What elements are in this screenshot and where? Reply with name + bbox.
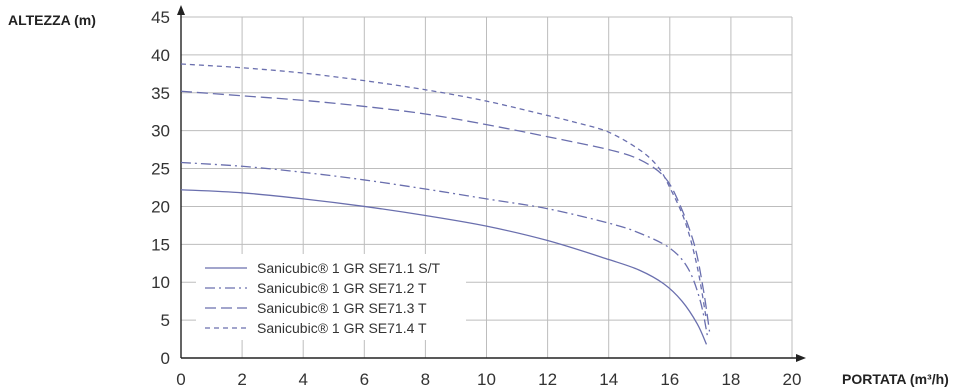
x-tick-label: 18	[721, 370, 740, 389]
x-tick-label: 8	[421, 370, 430, 389]
y-tick-label: 30	[151, 122, 170, 141]
y-axis-arrow	[177, 5, 185, 15]
x-tick-label: 20	[783, 370, 802, 389]
x-axis-label: PORTATA (m³/h)	[842, 371, 949, 387]
y-axis-label: ALTEZZA (m)	[8, 12, 96, 28]
legend-label-2: Sanicubic® 1 GR SE71.2 T	[257, 280, 427, 296]
legend-label-4: Sanicubic® 1 GR SE71.4 T	[257, 320, 427, 336]
x-tick-label: 6	[360, 370, 369, 389]
y-tick-label: 0	[161, 349, 170, 368]
y-tick-label: 25	[151, 160, 170, 179]
legend-label-1: Sanicubic® 1 GR SE71.1 S/T	[257, 260, 441, 276]
y-tick-label: 5	[161, 311, 170, 330]
x-tick-label: 2	[237, 370, 246, 389]
y-tick-label: 15	[151, 235, 170, 254]
series-line-3	[180, 90, 711, 332]
series-lines	[180, 63, 711, 345]
axes	[177, 5, 806, 362]
y-tick-label: 10	[151, 273, 170, 292]
series-line-2	[180, 161, 709, 340]
x-tick-label: 0	[176, 370, 185, 389]
x-tick-label: 10	[477, 370, 496, 389]
y-tick-label: 45	[151, 8, 170, 27]
legend: Sanicubic® 1 GR SE71.1 S/T Sanicubic® 1 G…	[196, 254, 466, 340]
x-tick-label: 4	[298, 370, 307, 389]
series-line-4	[180, 63, 708, 321]
tick-labels: 0 2 4 6 8 10 12 14 16 18 20 0 5 10 15 20 25 30 35 40 45	[151, 8, 801, 389]
x-tick-label: 12	[538, 370, 557, 389]
y-tick-label: 35	[151, 84, 170, 103]
x-axis-arrow	[796, 354, 806, 362]
y-tick-label: 20	[151, 197, 170, 216]
x-tick-label: 14	[599, 370, 618, 389]
x-tick-label: 16	[660, 370, 679, 389]
y-tick-label: 40	[151, 46, 170, 65]
series-line-1	[180, 189, 708, 345]
legend-label-3: Sanicubic® 1 GR SE71.3 T	[257, 300, 427, 316]
